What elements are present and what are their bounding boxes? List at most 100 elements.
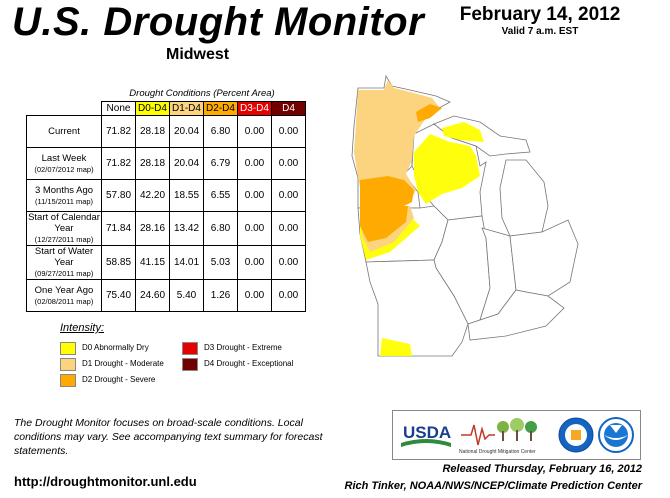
d2-area-northeast-iowa bbox=[360, 206, 408, 242]
row-label: Start of Calendar Year (12/27/2011 map) bbox=[26, 211, 102, 246]
table-cell: 18.55 bbox=[169, 179, 204, 212]
col-header-d4: D4 bbox=[271, 101, 306, 116]
state-kentucky bbox=[467, 289, 565, 341]
table-row: Current 71.82 28.18 20.04 6.80 0.00 0.00 bbox=[26, 115, 306, 148]
drought-conditions-table: None D0-D4 D1-D4 D2-D4 D3-D4 D4 Current 7… bbox=[26, 101, 306, 312]
map-date: February 14, 2012 bbox=[459, 4, 621, 25]
table-cell: 75.40 bbox=[101, 279, 136, 312]
col-header-none: None bbox=[101, 101, 136, 116]
table-cell: 6.79 bbox=[203, 147, 238, 180]
legend-swatch bbox=[182, 358, 198, 371]
col-header-d2-d4: D2-D4 bbox=[203, 101, 238, 116]
col-header-d3-d4: D3-D4 bbox=[237, 101, 272, 116]
table-cell: 1.26 bbox=[203, 279, 238, 312]
legend-swatch bbox=[182, 342, 198, 355]
row-label-text: Current bbox=[48, 126, 80, 137]
table-caption: Drought Conditions (Percent Area) bbox=[129, 88, 275, 99]
page-title: U.S. Drought Monitor bbox=[12, 0, 425, 44]
table-cell: 42.20 bbox=[135, 179, 170, 212]
table-corner bbox=[27, 102, 102, 116]
table-cell: 0.00 bbox=[271, 279, 306, 312]
usda-logo-text: USDA bbox=[403, 423, 451, 442]
ndmc-logo-text: National Drought Mitigation Center bbox=[459, 449, 536, 455]
table-cell: 6.80 bbox=[203, 115, 238, 148]
row-label: Start of Water Year (09/27/2011 map) bbox=[26, 245, 102, 280]
row-label-text: Start of Calendar Year bbox=[28, 212, 100, 234]
midwest-drought-map bbox=[351, 74, 579, 357]
table-cell: 41.15 bbox=[135, 245, 170, 280]
row-label-text: One Year Ago bbox=[34, 284, 94, 296]
table-row: Start of Calendar Year (12/27/2011 map) 71… bbox=[26, 211, 306, 246]
row-label-date: (09/27/2011 map) bbox=[34, 269, 94, 278]
table-cell: 0.00 bbox=[237, 279, 272, 312]
d2-area-arrowhead bbox=[416, 104, 442, 122]
table-cell: 5.40 bbox=[169, 279, 204, 312]
table-cell: 20.04 bbox=[169, 115, 204, 148]
d2-area-southern-minnesota bbox=[360, 176, 414, 214]
region-title: Midwest bbox=[166, 46, 230, 63]
row-label-text: 3 Months Ago bbox=[34, 184, 94, 196]
table-cell: 58.85 bbox=[101, 245, 136, 280]
table-cell: 28.16 bbox=[135, 211, 170, 246]
row-label-date: (12/27/2011 map) bbox=[34, 235, 94, 244]
table-cell: 0.00 bbox=[237, 211, 272, 246]
state-michigan-lower bbox=[499, 159, 549, 237]
legend-swatch bbox=[60, 342, 76, 355]
footnote: The Drought Monitor focuses on broad-sca… bbox=[14, 417, 323, 457]
row-label-text: Start of Water Year bbox=[34, 246, 94, 268]
table-header-row: None D0-D4 D1-D4 D2-D4 D3-D4 D4 bbox=[27, 101, 306, 116]
row-label-date: (02/08/2011 map) bbox=[34, 296, 94, 306]
table-cell: 0.00 bbox=[271, 211, 306, 246]
state-missouri bbox=[365, 259, 469, 357]
website-link[interactable]: http://droughtmonitor.unl.edu bbox=[14, 474, 197, 489]
valid-time: Valid 7 a.m. EST bbox=[501, 26, 579, 37]
logos-graphic: USDA National Drought Mitigation Center bbox=[401, 417, 634, 455]
table-cell: 28.18 bbox=[135, 147, 170, 180]
table-row: 3 Months Ago (11/15/2011 map) 57.80 42.20 18… bbox=[26, 179, 306, 212]
d0-area-missouri bbox=[380, 338, 412, 356]
logo-panel: USDA National Drought Mitigation Center bbox=[392, 410, 641, 460]
d0-area-wisconsin bbox=[414, 134, 480, 204]
legend-swatch bbox=[60, 358, 76, 371]
table-cell: 28.18 bbox=[135, 115, 170, 148]
noaa-seal bbox=[598, 417, 634, 453]
table-cell: 13.42 bbox=[169, 211, 204, 246]
table-row: One Year Ago (02/08/2011 map) 75.40 24.60 5.… bbox=[26, 279, 306, 312]
row-label: Current bbox=[26, 115, 102, 148]
row-label: One Year Ago (02/08/2011 map) bbox=[26, 279, 102, 312]
table-cell: 71.82 bbox=[101, 115, 136, 148]
table-cell: 6.80 bbox=[203, 211, 238, 246]
table-cell: 14.01 bbox=[169, 245, 204, 280]
legend-label: D3 Drought - Extreme bbox=[204, 343, 282, 352]
table-cell: 0.00 bbox=[237, 245, 272, 280]
row-label: 3 Months Ago (11/15/2011 map) bbox=[26, 179, 102, 212]
table-cell: 5.03 bbox=[203, 245, 238, 280]
table-cell: 0.00 bbox=[237, 115, 272, 148]
legend-label: D2 Drought - Severe bbox=[82, 375, 156, 384]
legend-label: D0 Abnormally Dry bbox=[82, 343, 149, 352]
legend-label: D4 Drought - Exceptional bbox=[204, 359, 294, 368]
commerce-seal bbox=[558, 417, 594, 453]
col-header-d0-d4: D0-D4 bbox=[135, 101, 170, 116]
ndmc-logo: National Drought Mitigation Center bbox=[459, 418, 537, 455]
table-cell: 71.82 bbox=[101, 147, 136, 180]
table-cell: 0.00 bbox=[271, 147, 306, 180]
table-cell: 71.84 bbox=[101, 211, 136, 246]
table-cell: 24.60 bbox=[135, 279, 170, 312]
row-label-date: (11/15/2011 map) bbox=[34, 196, 94, 206]
d0-area-upper-michigan bbox=[442, 122, 484, 142]
legend-swatch bbox=[60, 374, 76, 387]
table-cell: 57.80 bbox=[101, 179, 136, 212]
table-cell: 20.04 bbox=[169, 147, 204, 180]
table-row: Start of Water Year (09/27/2011 map) 58.85… bbox=[26, 245, 306, 280]
table-row: Last Week (02/07/2012 map) 71.82 28.18 20.04… bbox=[26, 147, 306, 180]
row-label-date: (02/07/2012 map) bbox=[34, 164, 94, 174]
col-header-d1-d4: D1-D4 bbox=[169, 101, 204, 116]
author: Rich Tinker, NOAA/NWS/NCEP/Climate Predi… bbox=[344, 480, 642, 492]
row-label-text: Last Week bbox=[41, 152, 87, 164]
table-cell: 0.00 bbox=[237, 179, 272, 212]
row-label: Last Week (02/07/2012 map) bbox=[26, 147, 102, 180]
table-cell: 0.00 bbox=[237, 147, 272, 180]
release-date: Released Thursday, February 16, 2012 bbox=[442, 463, 642, 475]
table-cell: 0.00 bbox=[271, 245, 306, 280]
